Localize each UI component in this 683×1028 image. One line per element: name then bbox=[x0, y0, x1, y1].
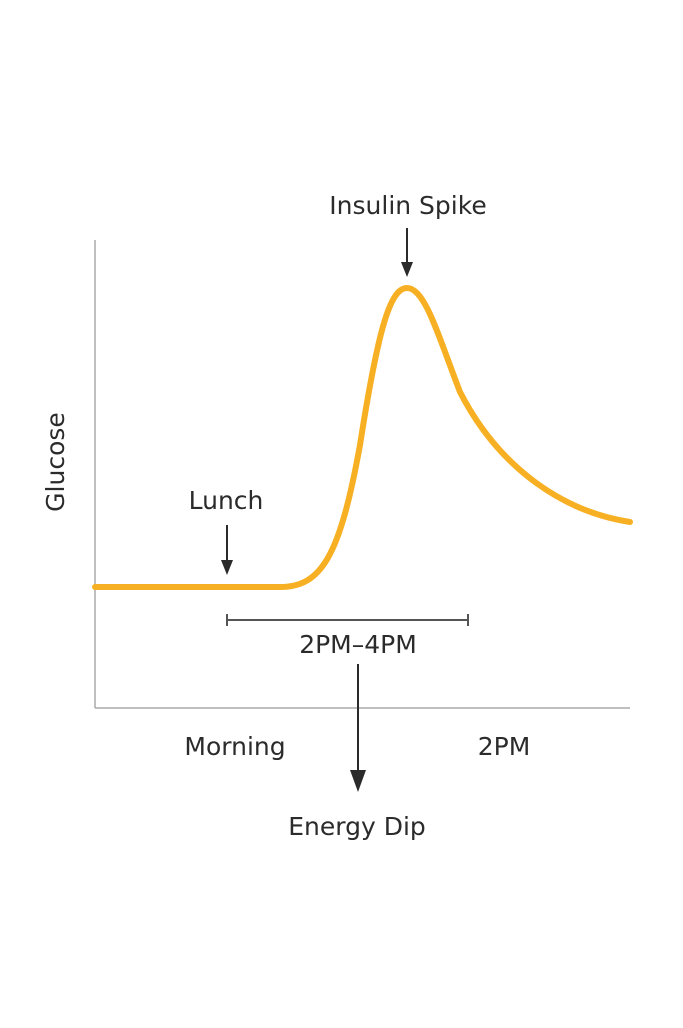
dip-label: Energy Dip bbox=[288, 812, 426, 841]
peak-label: Insulin Spike bbox=[329, 191, 486, 220]
y-axis-label: Glucose bbox=[41, 412, 70, 512]
meal-arrowhead bbox=[221, 560, 233, 575]
dip-arrowhead bbox=[350, 770, 366, 792]
peak-arrowhead bbox=[401, 262, 413, 277]
x-start-label: Morning bbox=[184, 732, 285, 761]
range-label: 2PM–4PM bbox=[299, 630, 417, 659]
glucose-curve bbox=[92, 284, 633, 590]
meal-label: Lunch bbox=[189, 486, 264, 515]
x-end-label: 2PM bbox=[478, 732, 531, 761]
